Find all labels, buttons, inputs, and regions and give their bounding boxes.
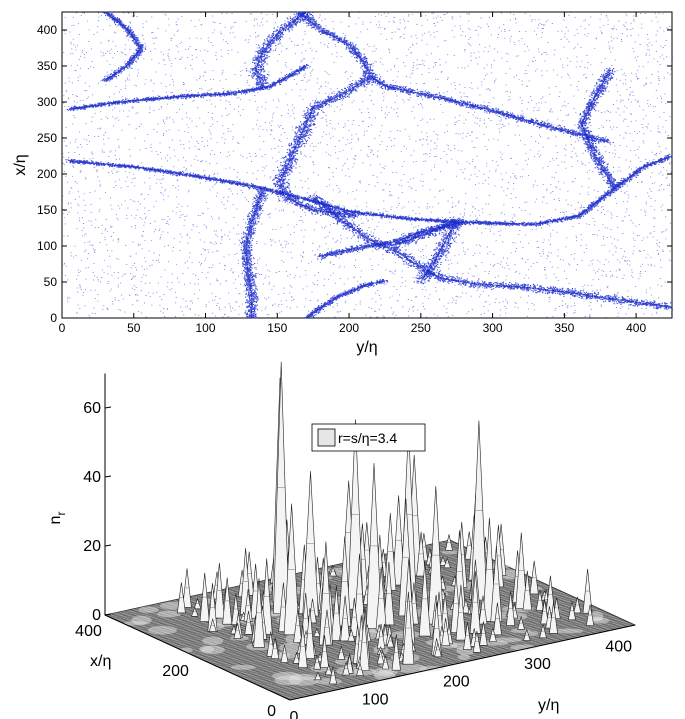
legend-label: r=s/η=3.4 xyxy=(338,430,397,446)
x3d-tick-label: 0 xyxy=(267,703,276,719)
top-panel: 0 50 100 150 200 250 300 350 400 0 50 100 150 200 250… xyxy=(12,12,673,356)
z-tick-mark xyxy=(105,545,111,546)
top-x-tick-label: 300 xyxy=(483,321,503,335)
z-tick-label: 60 xyxy=(83,400,101,417)
top-x-tick-label: 200 xyxy=(339,321,359,335)
top-x-tick-label: 350 xyxy=(554,321,574,335)
top-y-tick-label: 150 xyxy=(37,203,57,217)
x3d-axis-label: x/η xyxy=(90,653,111,670)
surface-light-patch xyxy=(231,665,256,670)
surface-light-patch xyxy=(510,645,538,651)
top-x-tick-label: 0 xyxy=(59,321,66,335)
legend: r=s/η=3.4 xyxy=(312,424,425,451)
y3d-tick-label: 200 xyxy=(443,674,470,691)
top-x-tick-label: 250 xyxy=(411,321,431,335)
top-y-tick-label: 300 xyxy=(37,95,57,109)
surface-light-patch xyxy=(458,654,470,660)
x3d-tick-label: 400 xyxy=(75,623,102,640)
surface-light-patch xyxy=(442,550,458,554)
top-y-tick-label: 100 xyxy=(37,239,57,253)
top-x-axis-label: y/η xyxy=(356,339,377,356)
x3d-tick-label: 200 xyxy=(162,663,189,680)
z-tick-label: 0 xyxy=(92,607,101,624)
surface-light-patch xyxy=(201,646,225,655)
z-tick-label: 40 xyxy=(83,469,101,486)
z-tick-mark xyxy=(105,476,111,477)
top-y-tick-label: 350 xyxy=(37,59,57,73)
legend-swatch xyxy=(318,429,335,446)
top-y-tick-label: 250 xyxy=(37,131,57,145)
y3d-tick-label: 300 xyxy=(524,656,551,673)
top-y-tick-label: 400 xyxy=(37,23,57,37)
surface-light-patch xyxy=(157,611,181,618)
top-x-tick-label: 400 xyxy=(626,321,646,335)
z-tick-mark xyxy=(105,407,111,408)
top-plot-frame xyxy=(62,12,672,318)
top-y-tick-label: 200 xyxy=(37,167,57,181)
top-y-tick-label: 0 xyxy=(50,311,57,325)
surface-light-patch xyxy=(138,606,158,612)
surface-light-patch xyxy=(592,618,609,624)
surface-light-patch xyxy=(202,637,223,646)
top-y-axis-label: x/η xyxy=(12,154,29,175)
top-x-tick-label: 50 xyxy=(127,321,141,335)
z-axis-label: nr xyxy=(47,512,68,525)
y3d-tick-label: 0 xyxy=(290,709,299,719)
top-y-tick-label: 50 xyxy=(44,275,58,289)
top-x-tick-label: 150 xyxy=(267,321,287,335)
y3d-tick-label: 100 xyxy=(362,691,389,708)
y3d-tick-label: 400 xyxy=(605,638,632,655)
surface-light-patch xyxy=(274,676,302,686)
surface-light-patch xyxy=(148,626,177,635)
top-x-tick-label: 100 xyxy=(196,321,216,335)
z-tick-label: 20 xyxy=(83,538,101,555)
y3d-axis-label: y/η xyxy=(538,697,559,714)
